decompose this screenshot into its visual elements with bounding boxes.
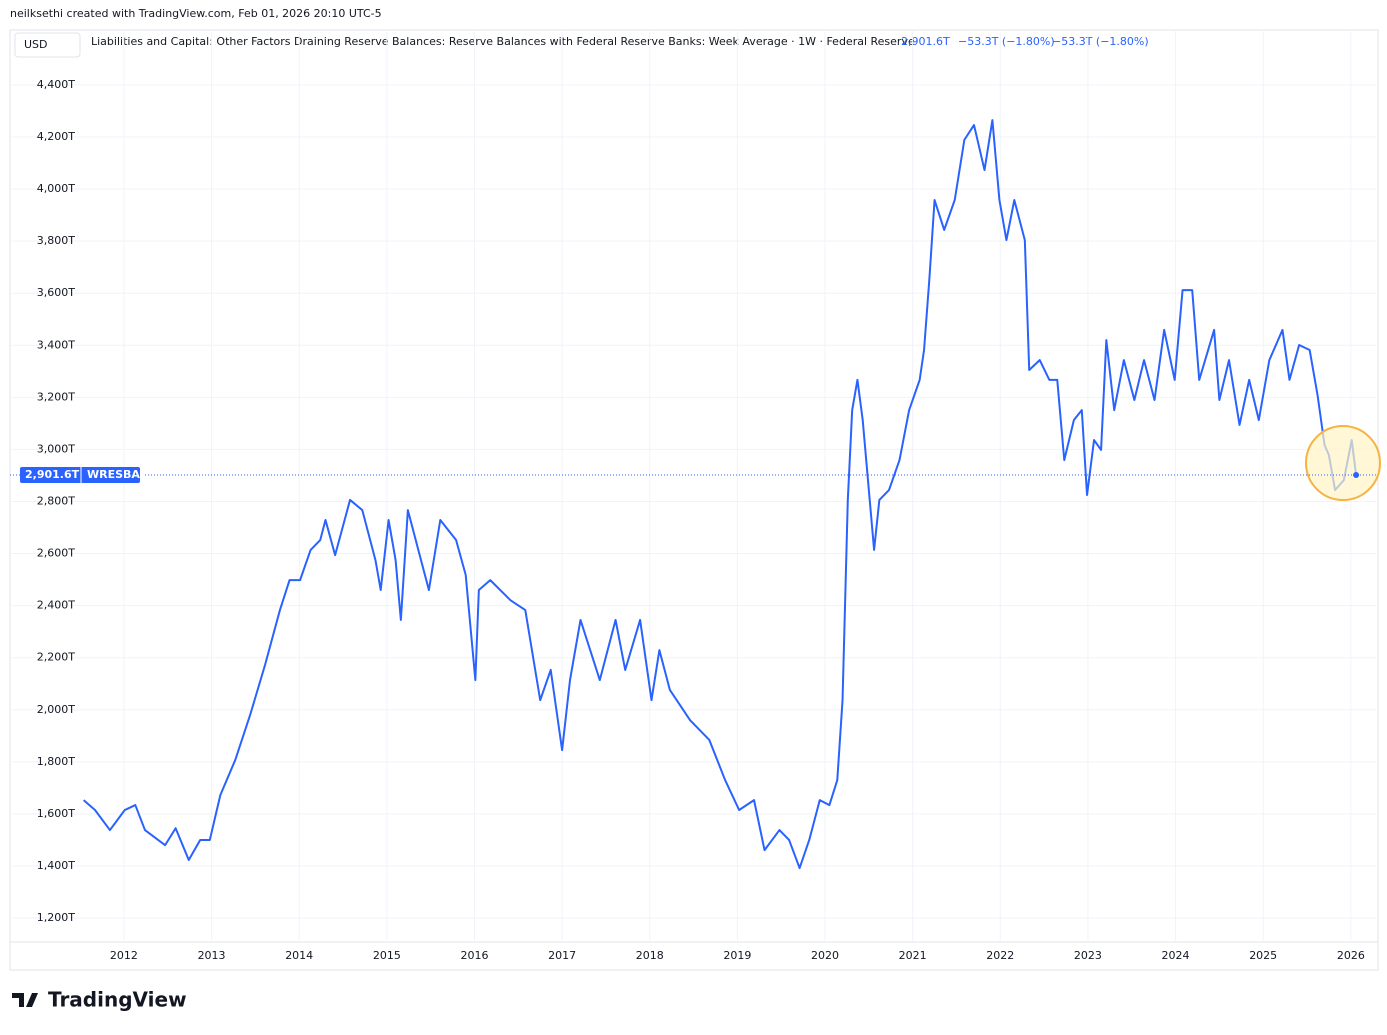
y-tick-label: 3,800T [37, 234, 75, 247]
y-tick-label: 1,800T [37, 755, 75, 768]
x-tick-label: 2026 [1337, 949, 1365, 962]
price-tag-value: 2,901.6T [25, 468, 80, 481]
y-tick-label: 2,200T [37, 651, 75, 664]
x-tick-label: 2016 [460, 949, 488, 962]
x-tick-label: 2014 [285, 949, 313, 962]
y-tick-label: 2,400T [37, 599, 75, 612]
brand: TradingView [48, 988, 187, 1012]
last-point [1353, 472, 1360, 479]
x-tick-label: 2020 [811, 949, 839, 962]
x-tick-label: 2017 [548, 949, 576, 962]
x-tick-label: 2025 [1249, 949, 1277, 962]
credit: neilksethi created with TradingView.com,… [10, 7, 382, 20]
chart-frame [9, 29, 1379, 971]
x-tick-label: 2013 [198, 949, 226, 962]
chart-title: Liabilities and Capital: Other Factors D… [91, 35, 915, 48]
y-tick-label: 2,600T [37, 547, 75, 560]
logo-mark [12, 993, 38, 1007]
y-tick-label: 3,600T [37, 286, 75, 299]
line-series [82, 119, 1358, 870]
plot: 1,200T 1,400T 1,600T 1,800T 2,000T 2,200T 2,40… [10, 30, 1378, 962]
y-tick-label: 1,600T [37, 807, 75, 820]
x-tick-label: 2024 [1162, 949, 1190, 962]
logo: TradingView [12, 988, 187, 1012]
highlight-circle [1305, 425, 1381, 501]
x-tick-label: 2012 [110, 949, 138, 962]
currency[interactable]: USD [24, 38, 48, 51]
x-tick-label: 2022 [986, 949, 1014, 962]
header-change: −53.3T (−1.80%) [958, 35, 1055, 48]
y-tick-label: 3,200T [37, 390, 75, 403]
y-tick-label: 1,400T [37, 859, 75, 872]
y-tick-label: 3,000T [37, 442, 75, 455]
y-tick-label: 3,400T [37, 338, 75, 351]
y-tick-label: 2,000T [37, 703, 75, 716]
x-tick-label: 2019 [723, 949, 751, 962]
header-last: 2,901.6T [901, 35, 950, 48]
currency-box[interactable] [14, 32, 81, 58]
price-tag [20, 467, 140, 484]
y-tick-label: 2,800T [37, 494, 75, 507]
y-tick-label: 4,200T [37, 130, 75, 143]
x-tick-label: 2023 [1074, 949, 1102, 962]
header-change: −53.3T (−1.80%) [1052, 35, 1149, 48]
x-tick-label: 2021 [899, 949, 927, 962]
y-tick-label: 1,200T [37, 911, 75, 924]
x-tick-label: 2015 [373, 949, 401, 962]
price-tag-name: WRESBAL [87, 468, 147, 481]
y-tick-label: 4,400T [37, 78, 75, 91]
y-tick-label: 4,000T [37, 182, 75, 195]
x-tick-label: 2018 [636, 949, 664, 962]
overlay: 2,901.6T WRESBAL [10, 467, 1378, 484]
